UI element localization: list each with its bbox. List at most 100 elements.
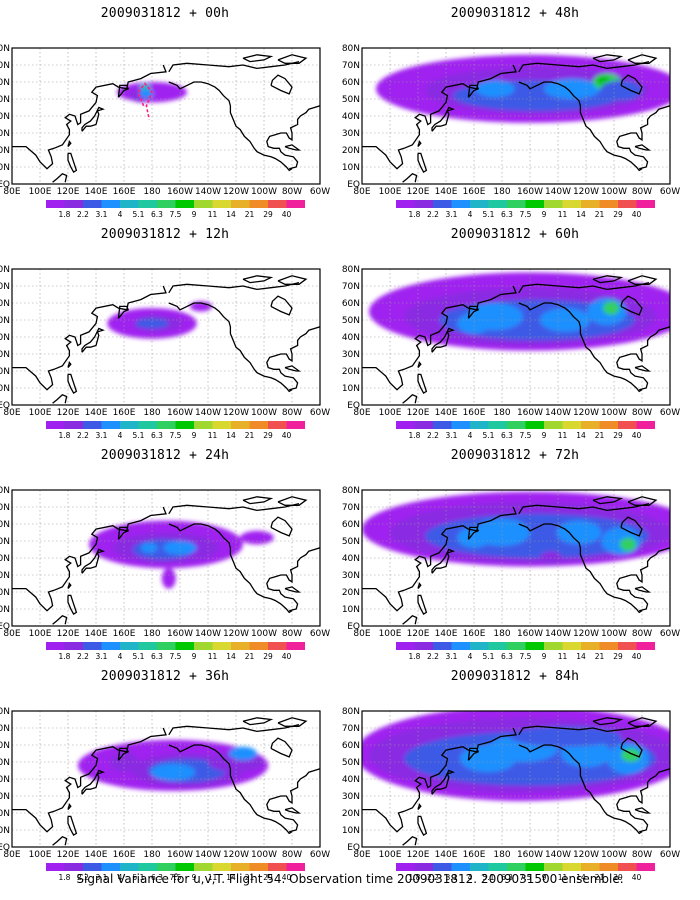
coastline	[518, 723, 650, 736]
longitude-label: 160W	[517, 408, 543, 418]
colorbar-label: 40	[632, 431, 642, 440]
longitude-label: 140E	[85, 850, 108, 860]
latitude-label: 10N	[0, 163, 10, 173]
latitude-label: 20N	[342, 809, 360, 819]
coastline	[518, 502, 650, 515]
colorbar-label: 7.5	[170, 873, 182, 882]
latitude-label: 50N	[0, 95, 10, 105]
map-frame	[361, 268, 671, 406]
longitude-label: 100W	[251, 850, 277, 860]
colorbar-swatch	[581, 642, 600, 650]
latitude-label: 30N	[0, 129, 10, 139]
colorbar-swatch	[488, 863, 507, 871]
latitude-label: 60N	[342, 520, 360, 530]
colorbar-label: 3.1	[96, 431, 108, 440]
latitude-label: 60N	[0, 741, 10, 751]
colorbar-swatch	[46, 200, 65, 208]
colorbar-swatch	[544, 863, 563, 871]
longitude-label: 100E	[379, 408, 402, 418]
latitude-label: 60N	[0, 78, 10, 88]
coastline	[168, 81, 293, 172]
longitude-label: 100W	[251, 408, 277, 418]
coastline	[168, 744, 293, 835]
coastline	[52, 173, 68, 183]
colorbar-swatch	[138, 200, 157, 208]
colorbar-label: 6.3	[501, 210, 513, 219]
coastline	[270, 516, 293, 537]
signal-contour	[457, 313, 491, 334]
coastline	[467, 305, 480, 319]
latitude-label: 50N	[342, 95, 360, 105]
latitude-label: 40N	[0, 554, 10, 564]
colorbar-swatch	[562, 200, 581, 208]
longitude-label: 180	[493, 629, 510, 639]
colorbar-swatch	[212, 863, 231, 871]
coastline	[518, 281, 650, 294]
map-panel: 2009031812 + 48h 80N 70N 60N 50N 40N 30N 20N 10N…	[342, 6, 680, 219]
colorbar-swatch	[396, 863, 415, 871]
longitude-label: 140E	[85, 187, 108, 197]
longitude-label: 180	[493, 850, 510, 860]
colorbar-label: 5.1	[133, 652, 145, 661]
colorbar-label: 9	[542, 210, 547, 219]
latitude-label: EQ	[0, 401, 10, 411]
colorbar-swatch	[268, 200, 287, 208]
colorbar-label: 40	[282, 652, 292, 661]
map-frame	[11, 268, 321, 406]
signal-field	[376, 54, 670, 123]
coastline	[431, 327, 455, 353]
colorbar-label: 7.5	[170, 431, 182, 440]
latitude-label: 40N	[0, 112, 10, 122]
colorbar-swatch	[562, 421, 581, 429]
longitude-label: 120E	[407, 187, 430, 197]
latitude-label: 30N	[342, 350, 360, 360]
longitude-label: 120W	[573, 629, 599, 639]
coastline	[616, 105, 670, 170]
colorbar-label: 1.8	[409, 431, 421, 440]
latitude-label: 40N	[342, 554, 360, 564]
colorbar-swatch	[175, 642, 194, 650]
signal-contour	[560, 739, 612, 768]
colorbar-label: 14	[226, 431, 236, 440]
coastline	[67, 361, 72, 369]
colorbar-swatch	[120, 421, 139, 429]
latitude-label: 70N	[0, 724, 10, 734]
colorbar-swatch	[268, 642, 287, 650]
colorbar-swatch	[599, 863, 618, 871]
longitude-label: 60W	[660, 850, 680, 860]
colorbar-swatch	[414, 642, 433, 650]
colorbar-label: 9	[542, 431, 547, 440]
colorbar-swatch	[64, 642, 83, 650]
latitude-label: 10N	[342, 384, 360, 394]
coastline	[117, 526, 130, 540]
colorbar-label: 1.8	[59, 210, 71, 219]
colorbar-label: 1.8	[59, 873, 71, 882]
longitude-label: 120E	[407, 408, 430, 418]
coastline	[12, 727, 167, 833]
panel-title: 2009031812 + 60h	[450, 227, 580, 242]
coastline	[270, 74, 293, 95]
signal-contour	[602, 301, 620, 315]
colorbar-label: 11	[558, 652, 568, 661]
longitude-label: 140E	[435, 408, 458, 418]
coastline	[266, 326, 320, 391]
colorbar-label: 1.8	[409, 210, 421, 219]
signal-contour	[161, 568, 176, 589]
colorbar-label: 40	[632, 210, 642, 219]
colorbar-label: 5.1	[133, 873, 145, 882]
colorbar-label: 6.3	[501, 873, 513, 882]
coastline	[168, 523, 293, 614]
colorbar-swatch	[599, 200, 618, 208]
colorbar-swatch	[212, 642, 231, 650]
coastline	[402, 615, 418, 625]
coastline	[81, 327, 105, 353]
colorbar-label: 7.5	[520, 873, 532, 882]
latitude-label: 20N	[342, 588, 360, 598]
longitude-label: 80W	[282, 850, 302, 860]
colorbar-swatch	[544, 642, 563, 650]
latitude-label: 50N	[342, 316, 360, 326]
longitude-label: 80W	[632, 850, 652, 860]
latitude-label: 30N	[0, 792, 10, 802]
coastline	[67, 373, 78, 395]
